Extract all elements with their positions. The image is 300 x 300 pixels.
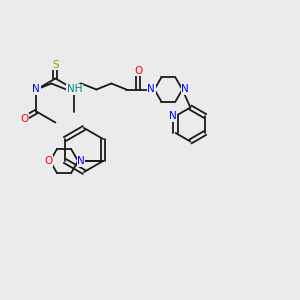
Text: O: O — [134, 65, 142, 76]
Text: N: N — [148, 85, 155, 94]
Text: N: N — [182, 85, 189, 94]
Text: N: N — [77, 156, 85, 166]
Text: NH: NH — [67, 85, 82, 94]
Text: S: S — [52, 59, 59, 70]
Text: O: O — [20, 113, 28, 124]
Text: N: N — [169, 111, 176, 121]
Text: N: N — [32, 85, 40, 94]
Text: O: O — [44, 156, 52, 166]
